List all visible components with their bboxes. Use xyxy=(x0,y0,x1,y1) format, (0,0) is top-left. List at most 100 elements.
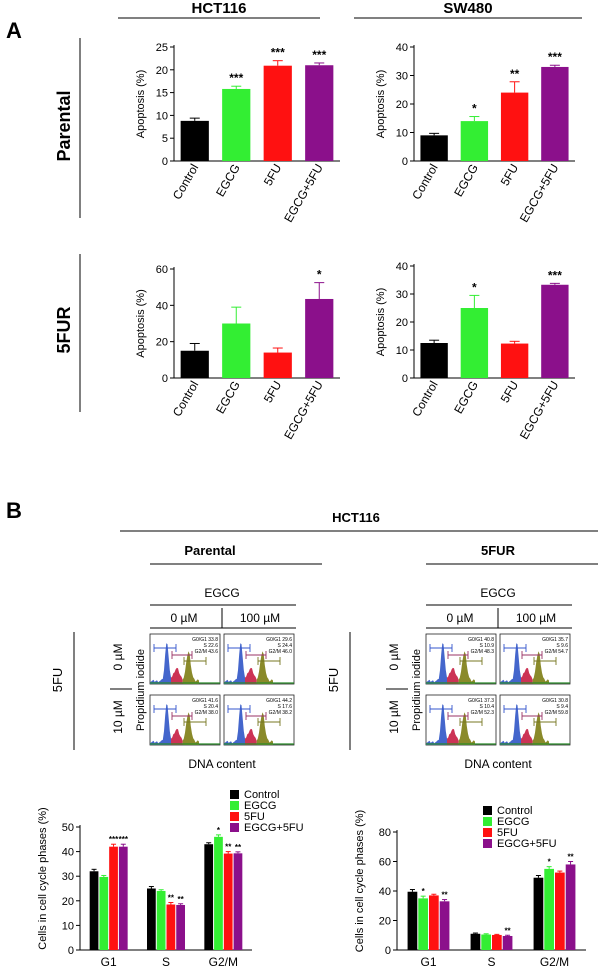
x-tick-label: G2/M xyxy=(209,955,238,969)
significance-mark: *** xyxy=(548,268,562,282)
y-tick-label: 30 xyxy=(396,71,408,83)
bar-control xyxy=(420,343,448,378)
y-tick-label: 80 xyxy=(379,827,391,839)
legend-swatch xyxy=(483,839,492,848)
bar-egcg xyxy=(418,898,428,950)
y-tick-label: 0 xyxy=(68,945,74,957)
flow-histogram-panel: G0/G1 40.8S 10.9G2/M 48.3 xyxy=(425,633,497,685)
x-tick-label: Control xyxy=(409,162,440,203)
y-axis-label: Cells in cell cycle phases (%) xyxy=(354,810,366,952)
significance-mark: ** xyxy=(235,843,242,852)
stat-s: S 17.6 xyxy=(278,704,293,710)
s-phase-region xyxy=(521,728,533,745)
cell-cycle-chart-0: 0 10 20 30 40 50 Cells in cell cycle phases (%… xyxy=(37,789,304,969)
g2m-peak xyxy=(532,651,549,684)
conc-0-um: 0 µM xyxy=(171,611,198,625)
stat-s: S 9.4 xyxy=(556,704,568,710)
flow-histogram-panel: G0/G1 35.7S 9.6G2/M 54.7 xyxy=(499,633,571,685)
flow-histogram-panel: G0/G1 29.6S 24.4G2/M 46.0 xyxy=(223,633,295,685)
y-tick-label: 40 xyxy=(396,261,408,273)
dna-content-label: DNA content xyxy=(464,757,532,771)
s-phase-region xyxy=(245,728,257,745)
g2m-peak xyxy=(256,712,273,745)
bar-egcg xyxy=(460,121,489,161)
x-tick-label: G2/M xyxy=(540,955,569,969)
y-tick-label: 40 xyxy=(396,42,408,54)
y-tick-label: 15 xyxy=(156,88,168,100)
bar-egcg xyxy=(156,890,166,950)
g0g1-peak xyxy=(500,704,521,745)
flow-group-parental: EGCG 0 µM 100 µM 5FU 0 µM 10 µM Propidium iodi… xyxy=(50,586,296,771)
bar-5fu xyxy=(263,65,292,161)
conc-100-um: 100 µM xyxy=(516,611,556,625)
legend-label: EGCG+5FU xyxy=(497,838,557,850)
row-drug-label: 5FU xyxy=(50,668,65,693)
bar-control xyxy=(470,933,481,950)
g0g1-peak xyxy=(224,643,245,684)
stat-s: S 9.6 xyxy=(556,643,568,649)
bar-egcg xyxy=(214,836,223,950)
legend-swatch xyxy=(230,823,239,832)
y-tick-label: 30 xyxy=(62,871,74,883)
x-tick-label: G1 xyxy=(420,955,436,969)
g0g1-peak xyxy=(224,704,245,745)
significance-mark: ** xyxy=(510,67,520,81)
flow-histogram-panel: G0/G1 37.3S 10.4G2/M 52.3 xyxy=(425,694,497,746)
y-tick-label: 0 xyxy=(162,373,168,385)
y-tick-label: 40 xyxy=(379,886,391,898)
bar-5fu xyxy=(492,934,502,950)
bar-egcg-5fu xyxy=(305,298,334,378)
stat-g2m: G2/M 52.3 xyxy=(471,710,495,716)
col-title-hct116: HCT116 xyxy=(191,0,246,17)
y-tick-label: 20 xyxy=(156,337,168,349)
section-b-title: HCT116 xyxy=(332,510,380,525)
bar-5fu xyxy=(109,846,118,950)
row-drug-label: 5FU xyxy=(326,668,341,693)
s-phase-region xyxy=(171,667,183,684)
y-tick-label: 50 xyxy=(62,822,74,834)
significance-mark: * xyxy=(548,858,552,867)
stat-g2m: G2/M 46.0 xyxy=(269,649,293,655)
stat-g0g1: G0/G1 41.6 xyxy=(192,698,218,704)
legend-label: 5FU xyxy=(497,827,518,839)
col-title-sw480: SW480 xyxy=(443,0,492,17)
bar-control xyxy=(89,871,99,950)
stat-s: S 20.4 xyxy=(204,704,219,710)
bar-egcg xyxy=(99,876,109,950)
y-axis-label: Cells in cell cycle phases (%) xyxy=(37,807,49,949)
subtitle-5fur: 5FUR xyxy=(481,543,516,558)
significance-mark: *** xyxy=(109,835,119,844)
apoptosis-chart-0: 0 5 10 15 20 25 Apoptosis (%) Control *** EGCG ***… xyxy=(135,42,340,225)
bar-egcg xyxy=(481,934,491,950)
g2m-peak xyxy=(458,712,475,745)
y-tick-label: 20 xyxy=(379,916,391,928)
g0g1-peak xyxy=(150,643,171,684)
x-tick-label: S xyxy=(487,955,495,969)
bar-egcg-5fu xyxy=(541,66,569,161)
legend-swatch xyxy=(483,817,492,826)
stat-g2m: G2/M 59.8 xyxy=(545,710,569,716)
legend-swatch xyxy=(230,790,239,799)
flow-histogram-panel: G0/G1 44.2S 17.6G2/M 38.2 xyxy=(223,694,295,746)
y-tick-label: 60 xyxy=(379,857,391,869)
x-tick-label: 5FU xyxy=(261,162,284,189)
g2m-peak xyxy=(256,651,273,684)
x-tick-label: EGCG+5FU xyxy=(281,162,326,225)
flow-histogram-panel: G0/G1 33.8S 22.6G2/M 43.6 xyxy=(149,633,221,685)
y-axis-label: Apoptosis (%) xyxy=(375,288,387,356)
s-phase-region xyxy=(447,728,459,745)
y-tick-label: 0 xyxy=(162,156,168,168)
g2m-peak xyxy=(458,651,475,684)
x-tick-label: EGCG xyxy=(451,162,481,200)
panel-label-b: B xyxy=(6,498,22,523)
x-tick-label: Control xyxy=(170,162,201,203)
y-tick-label: 40 xyxy=(156,300,168,312)
g2m-peak xyxy=(182,651,199,684)
x-tick-label: S xyxy=(162,955,170,969)
y-tick-label: 20 xyxy=(62,896,74,908)
significance-mark: ** xyxy=(178,895,185,904)
bar-5fu xyxy=(166,904,176,950)
legend-swatch xyxy=(483,828,492,837)
bar-control xyxy=(533,877,544,950)
